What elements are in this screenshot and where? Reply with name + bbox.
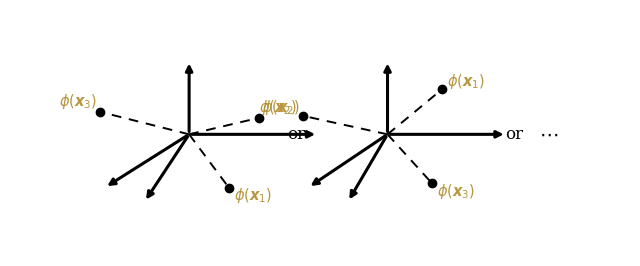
- Text: $\phi(\boldsymbol{x}_2)$: $\phi(\boldsymbol{x}_2)$: [259, 98, 297, 117]
- Text: $\phi(\boldsymbol{x}_2)$: $\phi(\boldsymbol{x}_2)$: [262, 98, 301, 117]
- Text: $\phi(\boldsymbol{x}_3)$: $\phi(\boldsymbol{x}_3)$: [437, 182, 476, 201]
- Text: $\cdots$: $\cdots$: [539, 125, 558, 144]
- Text: $\phi(\boldsymbol{x}_1)$: $\phi(\boldsymbol{x}_1)$: [447, 72, 485, 91]
- Text: or: or: [287, 126, 305, 143]
- Text: $\phi(\boldsymbol{x}_1)$: $\phi(\boldsymbol{x}_1)$: [234, 186, 272, 205]
- Text: or: or: [505, 126, 523, 143]
- Text: $\phi(\boldsymbol{x}_3)$: $\phi(\boldsymbol{x}_3)$: [59, 92, 97, 111]
